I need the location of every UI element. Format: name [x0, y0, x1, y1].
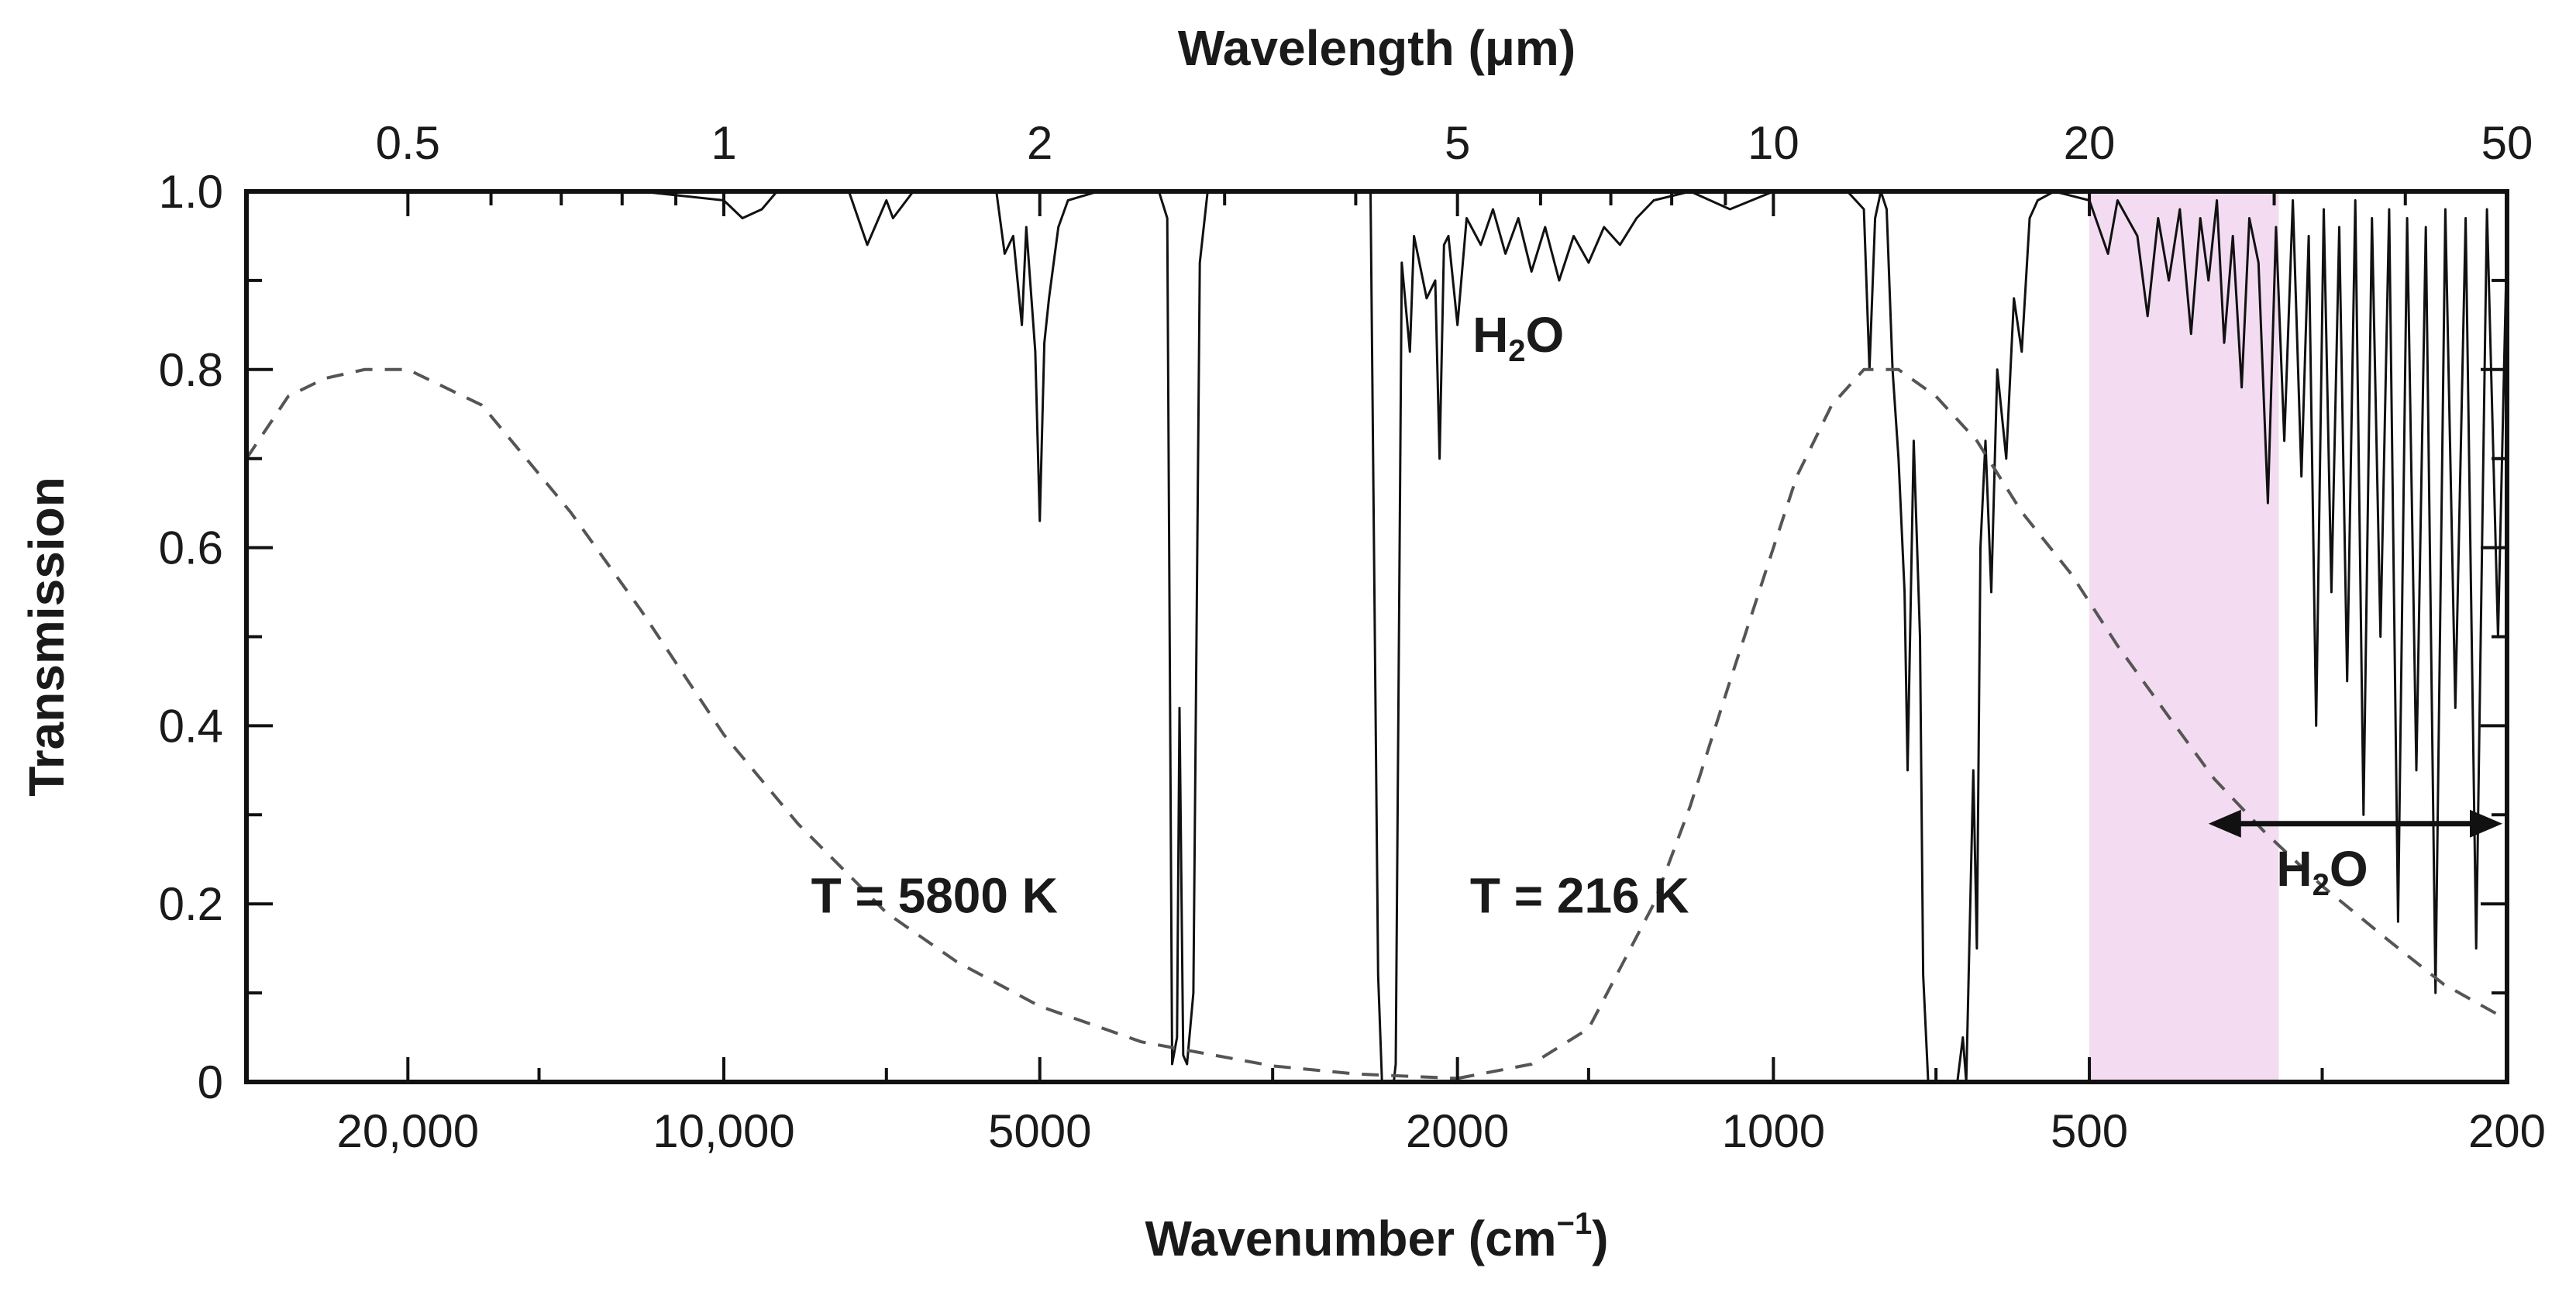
x-axis-title: Wavenumber (cm−1)	[1145, 1207, 1608, 1266]
annotation-2-tail: O	[1526, 307, 1565, 363]
x2-tick-label-3: 5	[1445, 117, 1470, 169]
annotation-1: T = 216 K	[1470, 868, 1689, 924]
y-tick-label-5: 1.0	[159, 166, 223, 218]
series-line-2	[1457, 367, 2508, 1080]
annotation-2-main: H	[1472, 307, 1508, 363]
x-tick-label-6: 200	[2468, 1105, 2546, 1157]
annotation-3-main: H	[2276, 841, 2312, 897]
x2-tick-label-6: 50	[2481, 117, 2533, 169]
annotation-2: H2O	[1472, 307, 1564, 368]
x2-tick-label-2: 2	[1027, 117, 1052, 169]
x-tick-label-3: 2000	[1406, 1105, 1509, 1157]
y-tick-label-1: 0.2	[159, 878, 223, 930]
annotation-3-tail: O	[2330, 841, 2368, 897]
x2-axis-title: Wavelength (μm)	[1178, 20, 1576, 76]
x-axis-title-main: Wavenumber (cm	[1145, 1211, 1556, 1266]
x-axis-title-close: )	[1592, 1211, 1608, 1266]
annotation-0: T = 5800 K	[811, 868, 1058, 924]
range-arrow-right-head	[2470, 809, 2502, 838]
annotation-3-subscript: 2	[2313, 868, 2330, 902]
shaded-region	[2089, 191, 2279, 1082]
range-arrow-left-head	[2208, 809, 2241, 838]
x-tick-label-5: 500	[2051, 1105, 2128, 1157]
x2-tick-label-5: 20	[2064, 117, 2116, 169]
tick-layer: 0 0.2 0.4 0.6 0.8 1.0 20,000 10,000 5000 2000 1000…	[159, 117, 2546, 1157]
x-tick-label-2: 5000	[988, 1105, 1091, 1157]
y-tick-label-4: 0.8	[159, 344, 223, 396]
x-tick-label-0: 20,000	[337, 1105, 480, 1157]
y-tick-label-0: 0	[198, 1056, 223, 1108]
x2-tick-label-1: 1	[711, 117, 736, 169]
series-line-1	[245, 367, 1458, 1080]
annotation-2-subscript: 2	[1508, 334, 1525, 368]
x2-tick-label-0: 0.5	[376, 117, 440, 169]
x-tick-label-1: 10,000	[653, 1105, 795, 1157]
annotation-3: H2O	[2276, 841, 2368, 902]
y-axis-title: Transmission	[19, 477, 74, 797]
x-tick-label-4: 1000	[1722, 1105, 1825, 1157]
x2-tick-label-4: 10	[1748, 117, 1799, 169]
y-tick-label-2: 0.4	[159, 700, 223, 752]
x-axis-title-superscript: −1	[1557, 1207, 1593, 1241]
y-tick-label-3: 0.6	[159, 522, 223, 574]
arrow-layer	[2208, 809, 2502, 838]
